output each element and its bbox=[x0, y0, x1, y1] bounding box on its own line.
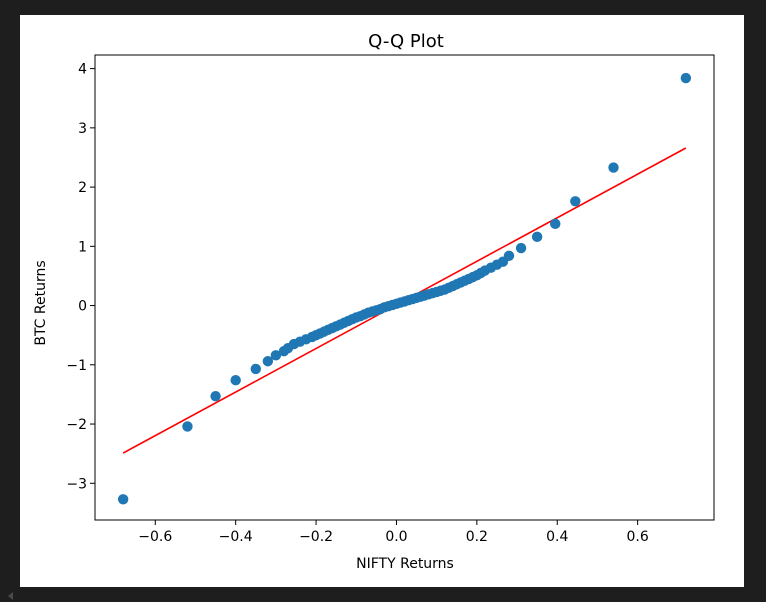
y-tick-label: −1 bbox=[66, 358, 87, 374]
chart-title: Q-Q Plot bbox=[368, 31, 444, 52]
data-point bbox=[503, 250, 515, 262]
data-point bbox=[550, 218, 561, 230]
y-tick-label: 0 bbox=[78, 299, 87, 315]
data-point bbox=[230, 375, 241, 386]
x-axis-label: NIFTY Returns bbox=[356, 556, 454, 572]
data-point bbox=[182, 421, 193, 432]
y-tick-label: −3 bbox=[66, 476, 87, 492]
data-point bbox=[250, 363, 261, 375]
x-tick-label: −0.4 bbox=[219, 529, 253, 545]
y-tick-label: 2 bbox=[78, 180, 87, 196]
scroll-left-arrow-icon[interactable] bbox=[8, 592, 13, 600]
plot-area bbox=[117, 72, 692, 505]
data-point bbox=[680, 72, 692, 84]
x-tick-label: −0.2 bbox=[299, 529, 333, 545]
x-tick-label: −0.6 bbox=[138, 529, 172, 545]
axes-frame bbox=[94, 54, 715, 521]
x-axis-ticks: −0.6 −0.4 −0.2 0.0 0.2 0.4 0.6 bbox=[138, 520, 649, 545]
data-point bbox=[531, 231, 543, 243]
qq-plot-chart: Q-Q Plot −0.6 −0.4 −0.2 0.0 0.2 0.4 0.6 −3 −2 −1… bbox=[33, 31, 715, 572]
x-tick-label: 0.6 bbox=[626, 529, 648, 545]
y-tick-label: −2 bbox=[66, 417, 87, 433]
data-point bbox=[608, 162, 619, 173]
y-tick-label: 3 bbox=[78, 121, 87, 137]
x-tick-label: 0.0 bbox=[385, 529, 407, 545]
chart-figure: Q-Q Plot −0.6 −0.4 −0.2 0.0 0.2 0.4 0.6 −3 −2 −1… bbox=[20, 15, 744, 587]
y-axis-ticks: −3 −2 −1 0 1 2 3 4 bbox=[66, 62, 95, 492]
data-point bbox=[210, 390, 221, 402]
x-tick-label: 0.2 bbox=[466, 529, 488, 545]
y-tick-label: 4 bbox=[78, 62, 87, 78]
data-point bbox=[270, 350, 282, 361]
data-point bbox=[262, 356, 274, 367]
data-point bbox=[117, 494, 129, 505]
y-tick-label: 1 bbox=[78, 239, 87, 255]
y-axis-label: BTC Returns bbox=[33, 260, 49, 345]
x-tick-label: 0.4 bbox=[546, 529, 568, 545]
data-point bbox=[515, 242, 527, 254]
data-points-layer bbox=[117, 72, 692, 505]
data-point bbox=[570, 196, 581, 207]
